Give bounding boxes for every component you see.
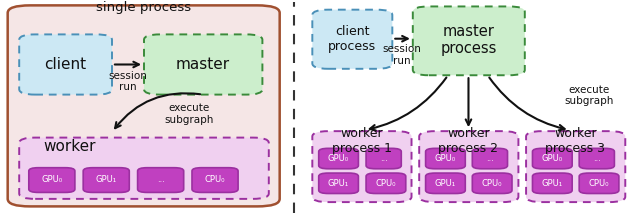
FancyBboxPatch shape (413, 6, 525, 75)
Text: GPU₁: GPU₁ (541, 179, 563, 188)
Text: GPU₀: GPU₀ (328, 154, 349, 163)
FancyBboxPatch shape (472, 173, 512, 194)
FancyBboxPatch shape (419, 131, 518, 202)
FancyBboxPatch shape (8, 5, 280, 206)
FancyBboxPatch shape (138, 168, 184, 192)
Text: session
run: session run (383, 44, 421, 66)
Text: GPU₀: GPU₀ (435, 154, 456, 163)
Text: ...: ... (380, 154, 388, 163)
Text: worker
process 3: worker process 3 (545, 127, 605, 155)
FancyBboxPatch shape (532, 148, 572, 169)
Text: client
process: client process (328, 25, 376, 53)
FancyBboxPatch shape (19, 138, 269, 199)
Text: worker
process 1: worker process 1 (332, 127, 392, 155)
FancyBboxPatch shape (192, 168, 238, 192)
FancyBboxPatch shape (312, 131, 412, 202)
Text: ...: ... (593, 154, 601, 163)
FancyBboxPatch shape (472, 148, 508, 169)
FancyBboxPatch shape (319, 148, 358, 169)
Text: GPU₀: GPU₀ (41, 175, 63, 184)
Text: GPU₁: GPU₁ (435, 179, 456, 188)
Text: single process: single process (97, 1, 191, 14)
FancyBboxPatch shape (366, 173, 406, 194)
FancyBboxPatch shape (144, 34, 262, 95)
Text: CPU₀: CPU₀ (376, 179, 396, 188)
Text: GPU₁: GPU₁ (328, 179, 349, 188)
FancyBboxPatch shape (579, 148, 614, 169)
Text: GPU₁: GPU₁ (95, 175, 117, 184)
Text: ...: ... (486, 154, 494, 163)
Text: worker
process 2: worker process 2 (438, 127, 499, 155)
Text: execute
subgraph: execute subgraph (164, 103, 214, 125)
FancyBboxPatch shape (426, 148, 465, 169)
FancyBboxPatch shape (19, 34, 112, 95)
Text: GPU₀: GPU₀ (541, 154, 563, 163)
Text: session
run: session run (109, 71, 147, 92)
Text: client: client (44, 57, 86, 72)
Text: CPU₀: CPU₀ (205, 175, 225, 184)
Text: master
process: master process (440, 24, 497, 56)
Text: master: master (176, 57, 230, 72)
FancyBboxPatch shape (426, 173, 465, 194)
FancyBboxPatch shape (29, 168, 75, 192)
FancyBboxPatch shape (366, 148, 401, 169)
FancyBboxPatch shape (532, 173, 572, 194)
Text: CPU₀: CPU₀ (482, 179, 502, 188)
FancyBboxPatch shape (312, 10, 392, 69)
Text: execute
subgraph: execute subgraph (564, 85, 614, 106)
Text: CPU₀: CPU₀ (589, 179, 609, 188)
FancyBboxPatch shape (83, 168, 129, 192)
FancyBboxPatch shape (319, 173, 358, 194)
Text: ...: ... (157, 175, 164, 184)
Text: worker: worker (44, 139, 96, 154)
FancyBboxPatch shape (579, 173, 619, 194)
FancyBboxPatch shape (526, 131, 625, 202)
